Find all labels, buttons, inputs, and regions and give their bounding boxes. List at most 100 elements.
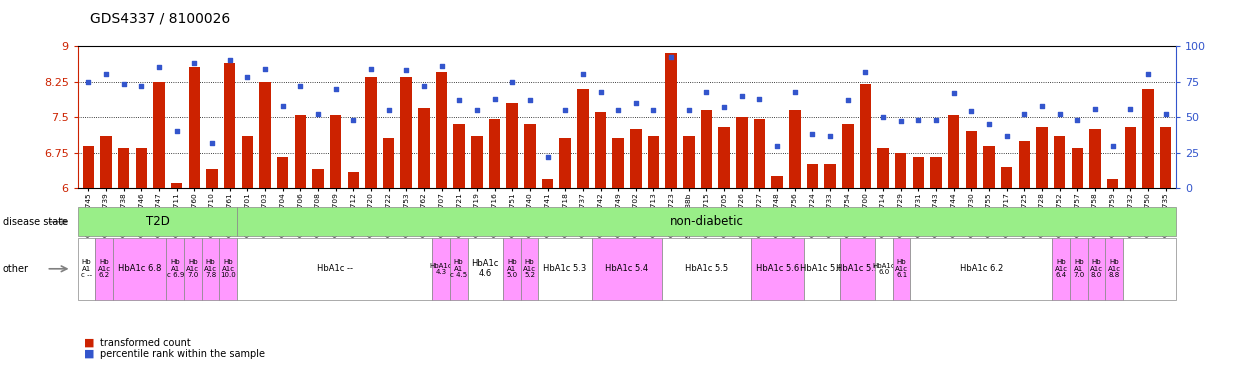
Bar [789,110,800,188]
Text: Hb
A1
5.0: Hb A1 5.0 [507,259,518,278]
Bar [312,169,324,188]
Point [608,107,628,113]
Point [219,57,240,63]
Point [396,67,416,73]
Bar [171,184,182,188]
Point [855,69,875,75]
Point [750,96,770,102]
Point [643,107,663,113]
Bar [666,53,677,188]
Point [1067,117,1087,123]
Point [308,111,329,118]
Point [326,86,346,92]
Bar [365,77,376,188]
Bar [224,63,236,188]
Point [538,154,558,160]
Bar [771,176,782,188]
Bar [507,103,518,188]
Text: Hb
A1
c 6.9: Hb A1 c 6.9 [167,259,184,278]
Text: Hb
A1c
7.0: Hb A1c 7.0 [187,259,199,278]
Point [925,117,946,123]
Point [202,140,222,146]
Bar [330,115,341,188]
Bar [559,139,571,188]
Text: disease state: disease state [3,217,68,227]
Point [184,60,204,66]
Point [661,55,681,61]
Bar [472,136,483,188]
Text: Hb
A1c
5.2: Hb A1c 5.2 [523,259,537,278]
Text: Hb
A1
c --: Hb A1 c -- [82,259,93,278]
Point [379,107,399,113]
Point [1137,71,1157,78]
Point [1102,142,1122,149]
Bar [630,129,642,188]
Point [414,83,434,89]
Bar [701,110,712,188]
Bar [719,127,730,188]
Point [344,117,364,123]
Bar [860,84,872,188]
Text: Hb
A1c
8.0: Hb A1c 8.0 [1090,259,1104,278]
Point [979,121,999,127]
Bar [577,89,588,188]
Bar [966,131,977,188]
Text: ■: ■ [84,349,94,359]
Text: HbA1c 5.4: HbA1c 5.4 [606,264,648,273]
Bar [489,119,500,188]
Point [449,97,469,103]
Point [78,79,98,85]
Bar [1160,127,1171,188]
Point [714,104,734,110]
Bar [454,124,465,188]
Point [803,131,823,137]
Point [1120,106,1140,112]
Bar [400,77,413,188]
Point [114,81,134,88]
Point [767,142,788,149]
Point [678,107,698,113]
Text: HbA1c 5.5: HbA1c 5.5 [685,264,729,273]
Bar [754,119,765,188]
Point [591,88,611,94]
Point [785,88,805,94]
Bar [1018,141,1030,188]
Point [1156,111,1176,118]
Bar [153,82,164,188]
Text: HbA1c --: HbA1c -- [317,264,352,273]
Bar [930,157,942,188]
Bar [382,139,394,188]
Text: HbA1c 5.8: HbA1c 5.8 [800,264,844,273]
Bar [948,115,959,188]
Point [290,83,310,89]
Point [626,100,646,106]
Bar [913,157,924,188]
Text: HbA1c
6.0: HbA1c 6.0 [873,263,895,275]
Bar [524,124,535,188]
Bar [1001,167,1012,188]
Bar [1036,127,1048,188]
Text: HbA1c 6.2: HbA1c 6.2 [959,264,1003,273]
Text: HbA1c 5.3: HbA1c 5.3 [543,264,587,273]
Bar [135,148,147,188]
Bar [594,113,606,188]
Text: non-diabetic: non-diabetic [670,215,744,228]
Point [132,83,152,89]
Text: Hb
A1
c 4.5: Hb A1 c 4.5 [450,259,468,278]
Point [890,118,910,124]
Point [1085,106,1105,112]
Point [1032,103,1052,109]
Text: T2D: T2D [145,215,169,228]
Point [502,79,522,85]
Point [520,97,540,103]
Bar [436,72,448,188]
Point [1014,111,1035,118]
Point [962,108,982,114]
Bar [806,164,818,188]
Text: HbA1c 6.8: HbA1c 6.8 [118,264,162,273]
Text: HbA1c 5.6: HbA1c 5.6 [756,264,799,273]
Text: HbA1c
4.6: HbA1c 4.6 [472,260,499,278]
Point [997,132,1017,139]
Point [361,66,381,72]
Bar [1090,129,1101,188]
